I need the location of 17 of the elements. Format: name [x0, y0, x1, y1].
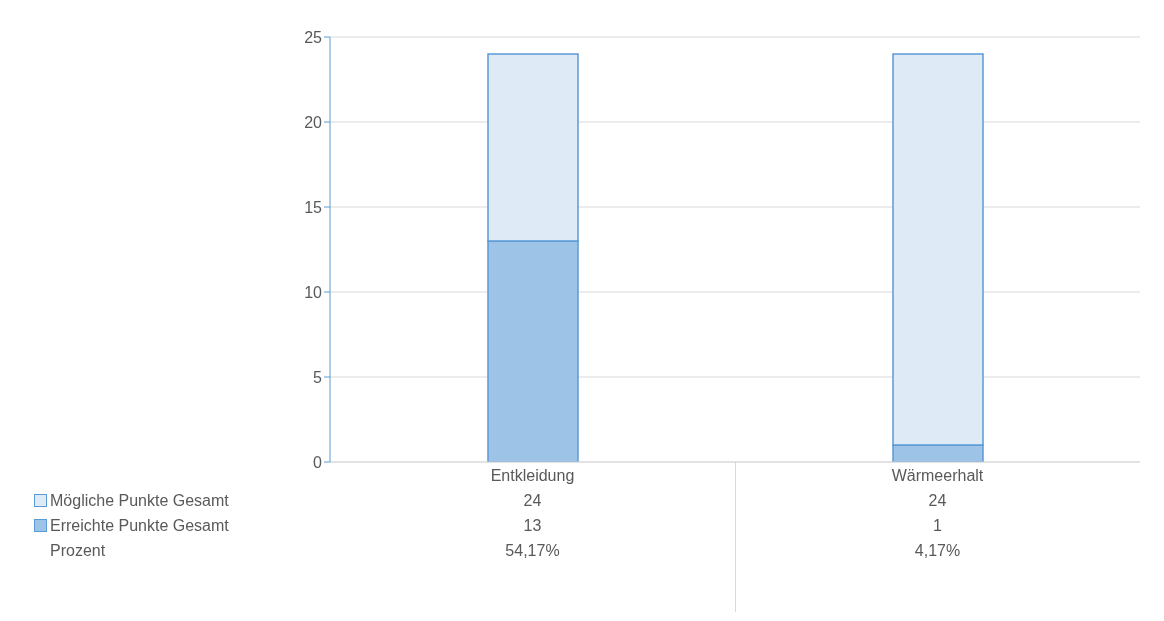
y-tick-label: 20 — [304, 113, 323, 131]
y-tick-label: 10 — [304, 283, 323, 301]
y-tick-label: 5 — [313, 368, 323, 386]
y-tick-label: 25 — [304, 28, 323, 46]
text: Prozent — [50, 541, 106, 561]
total-label: 24 — [522, 491, 543, 511]
text: 54,17% — [504, 541, 561, 561]
legend-label: Mögliche Punkte Gesamt — [50, 491, 229, 511]
total-label: 24 — [927, 491, 948, 511]
legend-label: Erreichte Punkte Gesamt — [50, 516, 229, 536]
text: 4,17% — [913, 541, 962, 561]
y-tick-label: 15 — [304, 198, 323, 216]
x-tick-label: Wärmeerhalt — [891, 467, 984, 485]
data-label: 13 — [522, 516, 543, 536]
y-tick-label: 0 — [313, 453, 323, 471]
data-label: 1 — [932, 516, 943, 536]
x-tick-label: Entkleidung — [490, 467, 575, 485]
